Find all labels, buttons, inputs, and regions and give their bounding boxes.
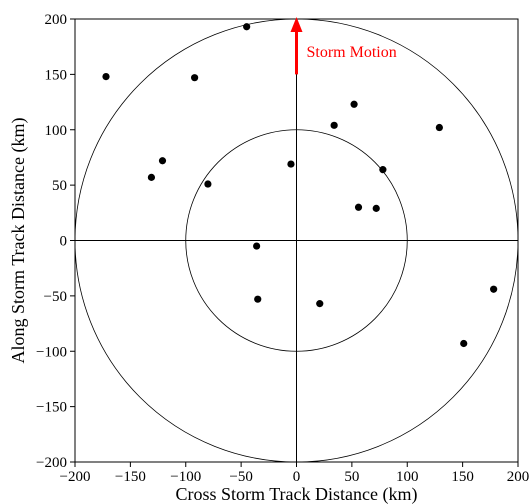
- y-tick-label: −100: [36, 344, 67, 360]
- plot-area: [74, 18, 519, 463]
- x-tick-label: −50: [229, 469, 252, 485]
- x-tick-label: −150: [115, 469, 146, 485]
- data-point: [158, 157, 167, 165]
- y-tick-label: 50: [52, 178, 67, 194]
- y-tick-label: 100: [45, 123, 68, 139]
- data-point: [102, 72, 110, 81]
- axis-ticks: −200 −150 −100 −50 0 50 100 150 200 −200 −150 −100 −…: [36, 12, 529, 485]
- data-point: [372, 204, 380, 212]
- x-tick-label: 100: [396, 469, 419, 485]
- data-point: [254, 295, 262, 303]
- x-tick-label: −200: [60, 469, 91, 485]
- data-point: [191, 74, 199, 82]
- storm-motion-label: Storm Motion: [307, 44, 397, 61]
- data-point: [435, 123, 443, 132]
- x-tick-label: −100: [170, 469, 201, 485]
- data-point: [204, 180, 212, 188]
- y-tick-label: −200: [36, 455, 67, 471]
- storm-motion-arrow-head: [290, 17, 303, 32]
- data-point: [316, 300, 324, 308]
- data-point: [243, 23, 251, 31]
- data-point: [147, 173, 156, 181]
- data-point: [379, 166, 387, 174]
- x-tick-label: 0: [293, 469, 301, 485]
- x-axis-title: Cross Storm Track Distance (km): [176, 484, 418, 504]
- x-tick-label: 50: [344, 469, 359, 485]
- data-point: [287, 160, 295, 168]
- data-point: [253, 242, 261, 250]
- data-point: [490, 285, 498, 293]
- storm-motion-annotation: Storm Motion: [290, 17, 397, 75]
- y-axis-title: Along Storm Track Distance (km): [8, 118, 29, 364]
- x-tick-label: 200: [507, 469, 530, 485]
- data-point: [460, 339, 468, 348]
- y-tick-label: 0: [60, 234, 68, 250]
- x-tick-label: 150: [451, 469, 474, 485]
- y-tick-label: 150: [45, 67, 68, 83]
- data-point: [350, 100, 358, 108]
- data-point: [354, 203, 363, 211]
- data-points: [102, 23, 498, 348]
- y-tick-label: 200: [45, 12, 68, 28]
- y-tick-label: −50: [44, 289, 67, 305]
- data-point: [330, 121, 338, 129]
- y-tick-label: −150: [36, 400, 67, 416]
